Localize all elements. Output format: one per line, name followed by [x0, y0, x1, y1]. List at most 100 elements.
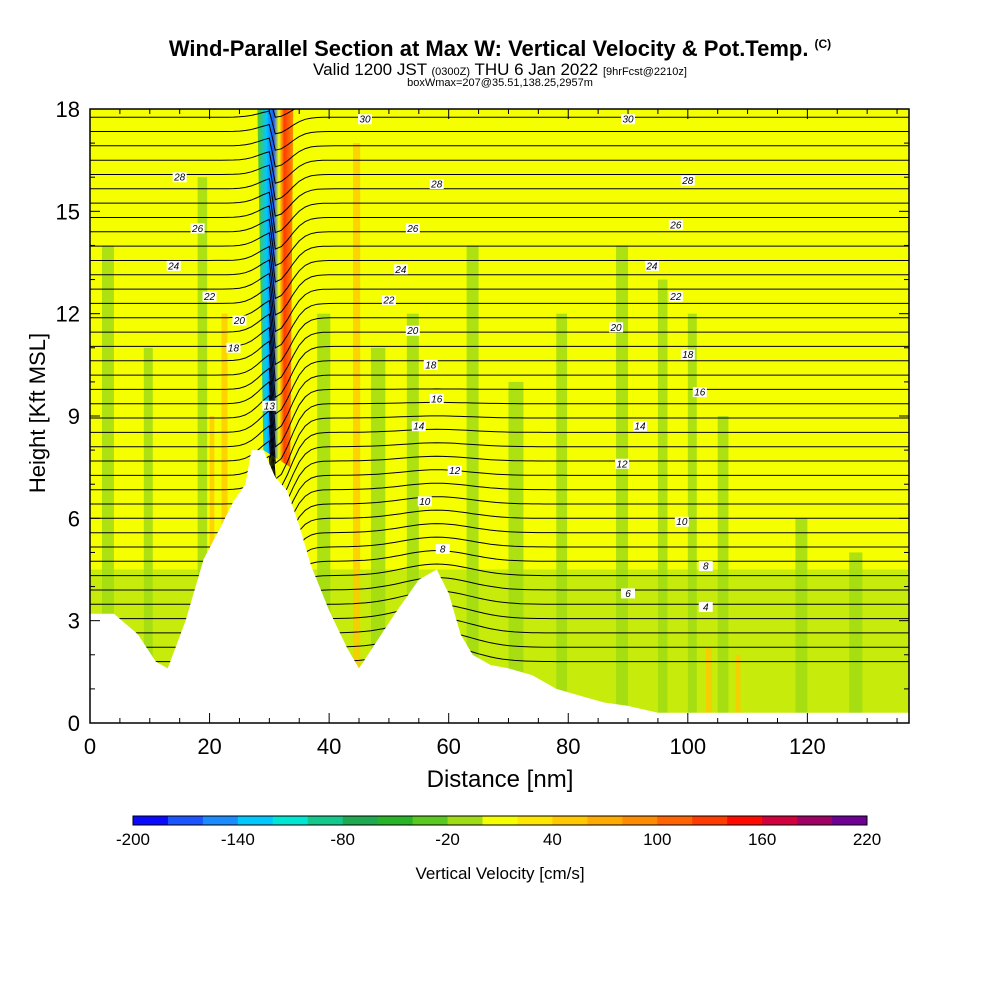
- field-updraft-0: [353, 143, 361, 723]
- contour-label-10: 24: [644, 260, 659, 272]
- theta-contour-26: [90, 272, 909, 333]
- contour-label-text: 8: [703, 562, 709, 573]
- contour-label-bg: [644, 260, 659, 271]
- contour-label-9: 24: [393, 264, 408, 276]
- contour-label-20: 16: [429, 393, 444, 405]
- contour-label-bg: [447, 465, 462, 476]
- chart-title-text: Wind-Parallel Section at Max W: Vertical…: [168, 36, 809, 61]
- contour-label-3: 28: [429, 179, 444, 191]
- colorbar-swatch: [762, 816, 798, 825]
- colorbar-swatch: [727, 816, 763, 825]
- colorbar-tick-label: 220: [853, 830, 881, 849]
- contour-label-bg: [226, 342, 241, 353]
- contour-label-8: 24: [166, 260, 181, 272]
- contour-label-bg: [202, 291, 217, 302]
- x-tick-label: 40: [317, 734, 341, 759]
- copyright-mark: (C): [814, 37, 832, 51]
- field-band-9: [616, 245, 629, 723]
- theta-contour-21: [90, 340, 909, 415]
- terrain-shape: [90, 450, 909, 723]
- contour-label-5: 26: [190, 223, 205, 235]
- colorbar-swatch: [832, 816, 868, 825]
- contour-label-text: 26: [191, 224, 204, 235]
- colorbar-swatch: [342, 816, 379, 825]
- colorbar-tick-label: -20: [435, 830, 460, 849]
- contour-label-text: 28: [173, 173, 186, 184]
- contour-label-text: 14: [634, 422, 646, 433]
- x-tick-label: 120: [789, 734, 826, 759]
- contour-label-bg: [674, 516, 689, 527]
- contour-label-bg: [262, 400, 277, 411]
- contour-label-bg: [615, 458, 630, 469]
- contour-label-text: 6: [625, 589, 631, 600]
- x-axis-label: Distance [nm]: [426, 766, 574, 793]
- contour-label-text: 20: [610, 323, 623, 334]
- wave-jet: [257, 109, 294, 468]
- x-tick-label: 100: [669, 734, 706, 759]
- colorbar-swatch: [167, 816, 204, 825]
- theta-contour-35: [90, 151, 909, 184]
- field-updraft-3: [705, 647, 712, 723]
- field-band-5: [406, 313, 419, 723]
- contour-label-11: 22: [202, 291, 217, 303]
- contour-label-text: 20: [233, 316, 246, 327]
- contour-label-18: 18: [423, 359, 438, 371]
- y-axis: 0 3 6 9 12 15 18: [56, 97, 909, 736]
- theta-contour-15: [90, 424, 909, 505]
- field-band-0: [101, 245, 114, 723]
- colorbar-swatch: [657, 816, 693, 825]
- contour-label-text: 10: [419, 497, 431, 508]
- contour-label-text: 24: [645, 261, 658, 272]
- colorbar-tick-label: 100: [643, 830, 671, 849]
- contour-label-text: 22: [203, 292, 216, 303]
- colorbar-swatch: [587, 816, 623, 825]
- contour-label-text: 8: [440, 545, 446, 556]
- field-band-1: [143, 347, 153, 723]
- contour-label-bg: [166, 260, 181, 271]
- contour-label-24: 13: [262, 400, 277, 412]
- colorbar-swatch: [622, 816, 658, 825]
- theta-contour-16: [90, 409, 909, 493]
- contour-label-text: 16: [431, 394, 443, 405]
- x-tick-label: 60: [436, 734, 460, 759]
- contour-label-23: 14: [632, 421, 647, 433]
- contour-label-26: 12: [615, 458, 630, 470]
- contour-label-text: 18: [228, 343, 240, 354]
- theta-contour-36: [90, 137, 909, 168]
- contour-label-bg: [609, 322, 624, 333]
- colorbar-swatch: [797, 816, 833, 825]
- terrain-mask: [90, 450, 909, 723]
- colorbar-swatch: [133, 816, 169, 825]
- y-tick-label: 18: [56, 97, 80, 122]
- colorbar-tick-label: -200: [116, 830, 150, 849]
- contour-label-text: 4: [703, 603, 709, 614]
- x-tick-label: 80: [556, 734, 580, 759]
- colorbar-swatch: [202, 816, 239, 825]
- box-info: boxWmax=207@35.51,138.25,2957m: [407, 77, 593, 89]
- theta-contour-13: [90, 455, 909, 529]
- contour-label-bg: [190, 223, 205, 234]
- contour-label-bg: [698, 602, 713, 613]
- field-band-10: [657, 279, 668, 723]
- contour-label-bg: [357, 114, 372, 125]
- contour-label-32: 4: [698, 602, 713, 614]
- colorbar-swatch: [447, 816, 484, 825]
- field-updraft-4: [735, 654, 741, 723]
- contour-label-22: 14: [411, 421, 426, 433]
- contour-label-bg: [417, 496, 432, 507]
- colorbar-swatch: [692, 816, 728, 825]
- contour-label-14: 20: [232, 315, 247, 327]
- x-tick-label: 0: [84, 734, 96, 759]
- field-band-2: [197, 177, 208, 723]
- colorbar-tick-label: -140: [221, 830, 255, 849]
- contour-label-text: 30: [622, 115, 634, 126]
- forecast-info: [9hrFcst@2210z]: [603, 66, 687, 78]
- theta-contour-27: [90, 259, 909, 316]
- contour-label-2: 28: [172, 172, 187, 184]
- contour-label-13: 22: [668, 291, 683, 303]
- contour-label-28: 10: [674, 516, 689, 528]
- y-tick-label: 6: [68, 506, 80, 531]
- contour-label-text: 28: [430, 180, 443, 191]
- chart-title: Wind-Parallel Section at Max W: Vertical…: [0, 36, 1000, 62]
